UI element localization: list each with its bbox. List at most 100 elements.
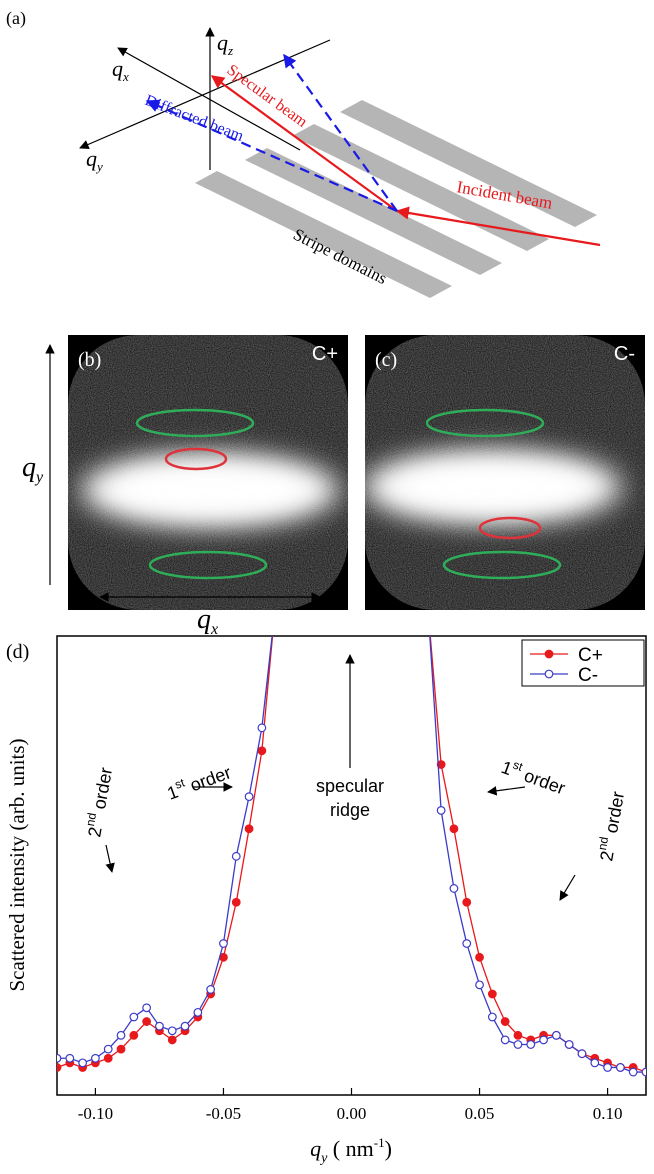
data-point — [425, 609, 433, 617]
data-point — [513, 1030, 523, 1040]
x-tick-label: 0.00 — [337, 1104, 367, 1123]
x-axis-label: qy ( nm-1) — [310, 1135, 392, 1166]
data-point — [129, 1012, 139, 1022]
annotation-part: order — [600, 790, 628, 840]
axis-label: qy — [86, 146, 103, 174]
subscript: y — [95, 159, 103, 174]
beams — [145, 53, 601, 247]
data-point — [500, 1035, 510, 1045]
data-point — [257, 723, 267, 733]
data-point — [271, 609, 279, 617]
data-point — [475, 980, 484, 990]
data-point — [57, 1053, 62, 1063]
data-point — [244, 792, 254, 802]
data-point — [475, 952, 484, 962]
symbol: q — [22, 452, 36, 483]
panel-label: (d) — [6, 641, 29, 663]
data-point — [590, 1058, 600, 1068]
plot-area — [57, 609, 646, 1077]
symbol: q — [217, 30, 228, 55]
annotation: specular — [316, 776, 384, 796]
legend-box — [521, 639, 645, 687]
y-axis-label: Scattered intensity (arb. units) — [5, 738, 29, 991]
beam-label: Specular beam — [224, 61, 311, 131]
legend-marker — [544, 669, 554, 679]
annotation: 1st order — [164, 759, 234, 803]
subscript: x — [210, 621, 218, 638]
data-point — [539, 1035, 548, 1045]
data-point — [116, 1030, 126, 1040]
polarization-label: C+ — [312, 343, 338, 365]
detector-image — [68, 335, 348, 610]
annotation-superscript: nd — [83, 812, 99, 828]
data-point — [167, 1035, 177, 1045]
data-point — [271, 609, 279, 617]
data-point — [577, 1049, 587, 1059]
data-point — [116, 1044, 126, 1054]
data-point — [564, 1040, 574, 1049]
symbol: q — [310, 1136, 321, 1161]
symbol: q — [197, 604, 211, 635]
data-point — [103, 1053, 113, 1063]
reciprocal-axes — [79, 27, 331, 170]
annotation: 2nd order — [81, 765, 116, 838]
detector-image — [365, 335, 645, 610]
polarization-label: C- — [614, 343, 635, 365]
data-point — [142, 1017, 152, 1026]
data-point — [231, 897, 241, 907]
subscript: y — [319, 1151, 328, 1166]
annotation-part: 2 — [596, 849, 617, 862]
x-tick-label: -0.10 — [78, 1104, 113, 1123]
data-point — [462, 939, 472, 948]
x-tick-label: 0.10 — [593, 1104, 623, 1123]
data-point — [462, 897, 472, 907]
unit: ( nm — [327, 1136, 373, 1161]
data-point — [231, 851, 241, 861]
annotation-arrows — [105, 654, 576, 901]
data-point — [449, 824, 459, 834]
data-point — [103, 1044, 113, 1054]
annotation-part: order — [183, 762, 234, 797]
legend-marker — [544, 649, 554, 659]
data-point — [129, 1030, 139, 1040]
data-point — [551, 1030, 561, 1040]
data-point — [500, 1017, 510, 1026]
data-point — [526, 1040, 536, 1049]
panel-label: (c) — [375, 349, 397, 371]
plot-frame — [56, 635, 647, 1096]
beam-label: Diffracted beam — [143, 92, 247, 145]
panel-label: (b) — [78, 349, 101, 371]
data-point — [487, 1012, 497, 1022]
data-point — [167, 1026, 177, 1036]
subscript: z — [227, 43, 233, 58]
legend-label: C- — [578, 665, 598, 686]
data-point — [142, 1003, 152, 1013]
stripes — [195, 100, 597, 298]
data-point — [257, 746, 267, 756]
x-tick-label: -0.05 — [206, 1104, 241, 1123]
data-point — [628, 1067, 638, 1077]
symbol: q — [112, 56, 123, 81]
data-point — [193, 1007, 203, 1017]
annotation-superscript: nd — [595, 836, 611, 852]
symbol: q — [86, 146, 97, 171]
subscript: y — [34, 469, 44, 486]
data-point — [244, 824, 254, 834]
data-point — [206, 985, 216, 994]
axis-label: qx — [197, 604, 218, 638]
data-point — [487, 989, 497, 999]
annotation: ridge — [330, 800, 370, 820]
data-point — [219, 939, 228, 948]
data-point — [155, 1021, 164, 1031]
annotation-part: 2 — [84, 825, 105, 838]
annotation-part: order — [88, 766, 116, 816]
data-point — [180, 1021, 190, 1031]
annotation: 2nd order — [593, 789, 628, 862]
data-point — [91, 1053, 100, 1063]
subscript: x — [122, 69, 129, 84]
axis-label: qz — [217, 30, 233, 58]
x-tick-label: 0.05 — [465, 1104, 495, 1123]
annotation-part: order — [517, 764, 568, 799]
data-point — [513, 1040, 523, 1049]
